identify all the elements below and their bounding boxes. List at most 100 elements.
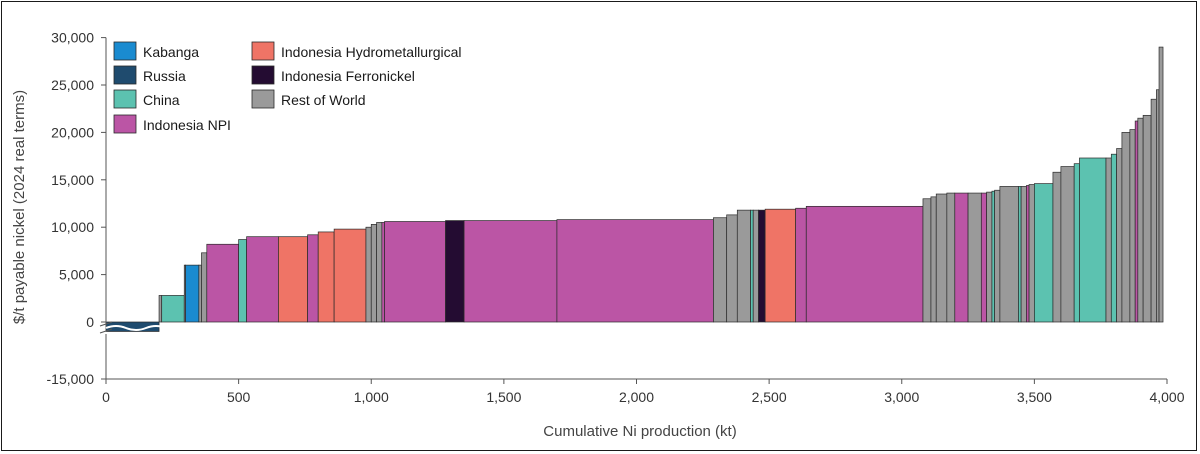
legend-swatch — [251, 41, 275, 61]
legend-label: Rest of World — [281, 92, 366, 108]
bar-indonesia-npi — [980, 192, 987, 323]
bar-indonesia-npi — [384, 221, 446, 323]
y-tick-label: 15,000 — [51, 172, 94, 188]
bar-rest-of-world — [1028, 184, 1035, 323]
bar-kabanga — [185, 264, 200, 323]
bar-rest-of-world — [365, 226, 372, 323]
x-tick-label: 3,500 — [1017, 389, 1052, 405]
bar-rest-of-world — [370, 224, 377, 323]
bar-indonesia-hydrometallurgical — [317, 231, 335, 323]
y-axis-title: $/t payable nickel (2024 real terms) — [11, 90, 28, 324]
bar-china — [1110, 153, 1117, 323]
bar-rest-of-world — [967, 192, 982, 323]
y-tick-label: 25,000 — [51, 77, 94, 93]
legend-swatch — [113, 114, 137, 134]
legend-label: Indonesia NPI — [143, 117, 231, 133]
bar-rest-of-world — [198, 264, 202, 323]
bar-rest-of-world — [930, 196, 937, 323]
y-tick-label: 30,000 — [51, 30, 94, 46]
y-tick-label: 20,000 — [51, 124, 94, 140]
bar-rest-of-world — [1137, 117, 1144, 323]
legend-label: China — [143, 92, 180, 108]
legend-label: Indonesia Ferronickel — [281, 68, 415, 84]
bar-rest-of-world — [736, 209, 751, 323]
bar-indonesia-npi — [556, 219, 714, 323]
x-tick-label: 500 — [227, 389, 251, 405]
bar-indonesia-npi — [307, 234, 319, 323]
legend-label: Russia — [143, 68, 186, 84]
bar-rest-of-world — [994, 189, 1001, 323]
legend-item-rest-of-world: Rest of World — [251, 89, 366, 109]
bar-rest-of-world — [1052, 171, 1062, 323]
x-tick-label: 2,500 — [752, 389, 787, 405]
y-tick-label: 10,000 — [51, 219, 94, 235]
bar-indonesia-ferronickel — [758, 209, 766, 323]
legend-swatch — [251, 65, 275, 85]
bar-china — [238, 239, 247, 323]
bar-break-mark — [105, 325, 279, 331]
bar-indonesia-npi — [381, 222, 385, 323]
bar-china — [1018, 186, 1022, 323]
bar-rest-of-world — [726, 214, 738, 323]
bar-rest-of-world — [1116, 148, 1123, 323]
legend-swatch — [113, 89, 137, 109]
legend-item-indonesia-npi: Indonesia NPI — [113, 114, 231, 134]
bar-indonesia-hydrometallurgical — [764, 208, 797, 323]
bar-china — [1073, 163, 1080, 323]
bar-china — [991, 190, 995, 323]
bar-rest-of-world — [1150, 98, 1157, 323]
legend-swatch — [113, 41, 137, 61]
legend-item-indonesia-hydrometallurgical: Indonesia Hydrometallurgical — [251, 41, 462, 61]
bar-rest-of-world — [1156, 89, 1160, 323]
y-tick-label: -15,000 — [47, 371, 95, 387]
bar-indonesia-npi — [954, 192, 969, 323]
bar-rest-of-world — [376, 222, 383, 323]
bar-china — [1079, 157, 1107, 323]
x-tick-label: 2,000 — [619, 389, 654, 405]
x-tick-label: 1,500 — [486, 389, 521, 405]
bar-indonesia-hydrometallurgical — [278, 236, 308, 323]
x-tick-label: 0 — [102, 389, 110, 405]
bar-china — [1034, 183, 1054, 323]
bar-rest-of-world — [1158, 46, 1164, 323]
legend-label: Indonesia Hydrometallurgical — [281, 44, 462, 60]
x-axis-title: Cumulative Ni production (kt) — [543, 423, 736, 440]
bar-china — [161, 295, 185, 323]
legend-label: Kabanga — [143, 44, 199, 60]
bar-rest-of-world — [752, 209, 759, 323]
bar-rest-of-world — [999, 186, 1019, 323]
bar-rest-of-world — [1142, 114, 1152, 323]
bar-rest-of-world — [1060, 166, 1075, 323]
x-tick-label: 4,000 — [1149, 389, 1184, 405]
legend-item-indonesia-ferronickel: Indonesia Ferronickel — [251, 65, 415, 85]
bar-rest-of-world — [935, 193, 948, 323]
legend-item-russia: Russia — [113, 65, 186, 85]
bar-china — [750, 209, 754, 323]
bar-indonesia-npi — [463, 220, 558, 323]
bar-rest-of-world — [201, 252, 208, 323]
bar-rest-of-world — [946, 192, 956, 323]
bar-indonesia-hydrometallurgical — [333, 228, 367, 323]
bar-indonesia-npi — [795, 207, 807, 323]
bar-rest-of-world — [1105, 157, 1112, 323]
legend-item-kabanga: Kabanga — [113, 41, 199, 61]
bar-indonesia-npi — [805, 205, 924, 323]
bar-indonesia-npi — [1026, 185, 1030, 323]
bar-rest-of-world — [922, 198, 932, 323]
bar-rest-of-world — [986, 191, 993, 323]
bar-rest-of-world — [158, 295, 163, 323]
y-tick-label: 5,000 — [59, 267, 94, 283]
legend-item-china: China — [113, 89, 180, 109]
axis-break-mark — [99, 321, 113, 334]
bar-indonesia-npi — [206, 243, 239, 323]
y-tick-label: 0 — [86, 314, 94, 330]
legend-swatch — [251, 89, 275, 109]
x-tick-label: 3,000 — [884, 389, 919, 405]
bar-indonesia-npi — [1134, 120, 1139, 323]
bar-rest-of-world — [1129, 129, 1136, 323]
x-tick-label: 1,000 — [354, 389, 389, 405]
bar-rest-of-world — [1121, 132, 1131, 323]
ticks-layer: -15,000 0 5,000 10,000 15,000 20,000 25,000 30,… — [47, 30, 1185, 405]
